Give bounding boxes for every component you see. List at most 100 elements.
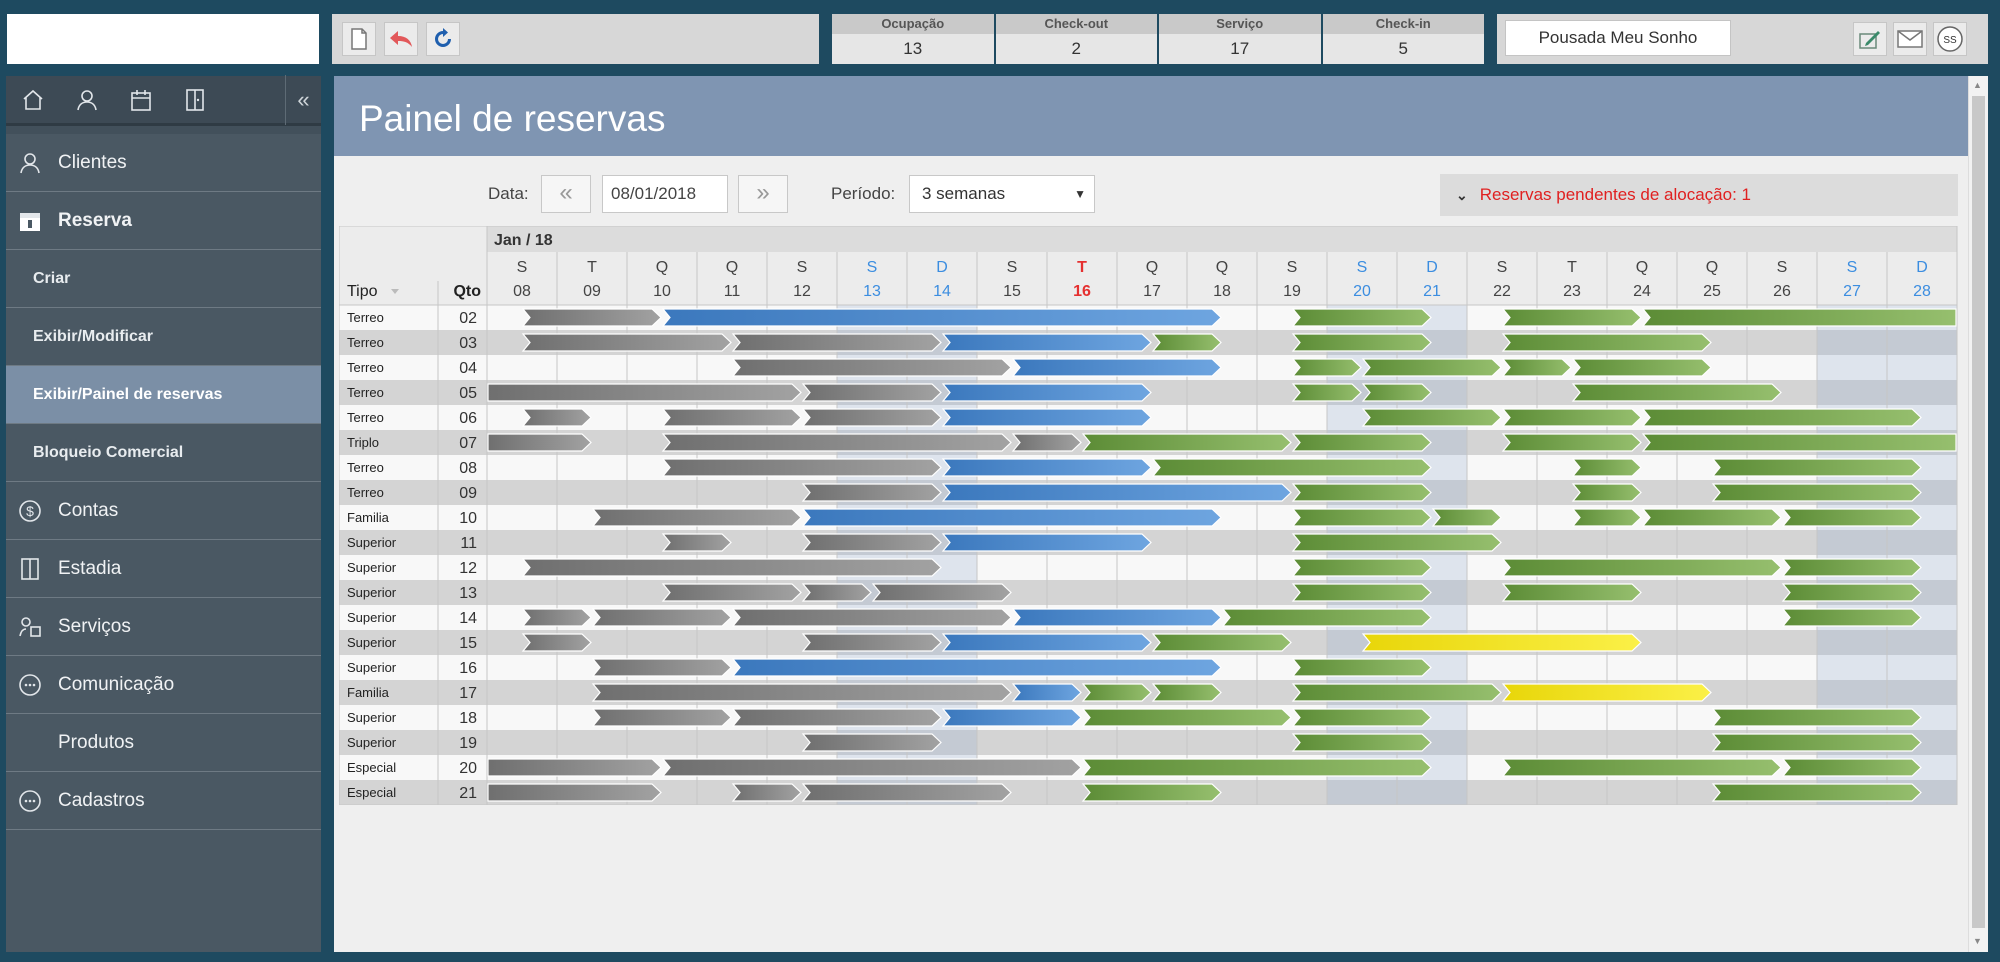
reservation-bar[interactable] <box>801 783 1012 802</box>
reservation-bar[interactable] <box>1571 383 1782 402</box>
calendar-icon[interactable] <box>114 75 168 125</box>
reservation-bar[interactable] <box>1571 483 1642 502</box>
reservation-bar[interactable] <box>1291 558 1432 577</box>
refresh-icon[interactable] <box>426 22 460 56</box>
reservation-bar[interactable] <box>1501 333 1712 352</box>
reservation-bar[interactable] <box>521 333 732 352</box>
reservation-bar[interactable] <box>1291 533 1502 552</box>
reservation-bar[interactable] <box>591 708 732 727</box>
reservation-bar[interactable] <box>591 508 802 527</box>
reservation-bar[interactable] <box>661 408 802 427</box>
reservation-bar[interactable] <box>1291 308 1432 327</box>
reservation-bar[interactable] <box>1361 408 1502 427</box>
reservation-bar[interactable] <box>801 733 942 752</box>
scrollbar[interactable]: ▲ ▼ <box>1968 76 1988 952</box>
reservation-bar[interactable] <box>1501 408 1642 427</box>
reservation-bar[interactable] <box>661 308 1222 327</box>
reservation-bar[interactable] <box>1781 758 1922 777</box>
reservation-bar[interactable] <box>941 408 1152 427</box>
reservation-bar[interactable] <box>801 383 942 402</box>
reservation-bar[interactable] <box>1011 608 1222 627</box>
reservation-bar[interactable] <box>1711 783 1922 802</box>
reservation-bar[interactable] <box>1781 558 1922 577</box>
reservation-bar[interactable] <box>1291 508 1432 527</box>
reservation-bar[interactable] <box>1501 308 1642 327</box>
menu-produtos[interactable]: Produtos <box>6 714 321 772</box>
reservation-bar[interactable] <box>1081 758 1432 777</box>
reservation-bar[interactable] <box>1151 458 1432 477</box>
reservation-bar[interactable] <box>731 658 1222 677</box>
reservation-bar[interactable] <box>731 358 1012 377</box>
reservation-bar[interactable] <box>1711 733 1922 752</box>
reservation-bar[interactable] <box>1501 758 1782 777</box>
reservation-bar[interactable] <box>1291 733 1432 752</box>
home-icon[interactable] <box>6 75 60 125</box>
reservation-bar[interactable] <box>487 433 592 452</box>
reservation-bar[interactable] <box>801 633 942 652</box>
reservation-bar[interactable] <box>1781 583 1922 602</box>
reservation-bar[interactable] <box>801 483 942 502</box>
menu-reserva[interactable]: Reserva <box>6 192 321 250</box>
reservation-bar[interactable] <box>1571 508 1642 527</box>
mail-icon[interactable] <box>1893 22 1927 56</box>
reservation-bar[interactable] <box>1291 683 1502 702</box>
menu-comunicacao[interactable]: Comunicação <box>6 656 321 714</box>
reservation-bar[interactable] <box>731 333 942 352</box>
user-avatar[interactable]: SS <box>1933 22 1967 56</box>
reservation-bar[interactable] <box>941 483 1292 502</box>
reservation-bar[interactable] <box>1571 458 1642 477</box>
edit-icon[interactable] <box>1853 22 1887 56</box>
reservation-bar[interactable] <box>1431 508 1502 527</box>
reservation-bar[interactable] <box>1291 583 1432 602</box>
reservation-bar[interactable] <box>1291 708 1432 727</box>
reservation-bar[interactable] <box>1781 608 1922 627</box>
reservation-bar[interactable] <box>1151 683 1222 702</box>
menu-exibir-modificar[interactable]: Exibir/Modificar <box>6 308 321 366</box>
door-icon[interactable] <box>168 75 222 125</box>
reservation-bar[interactable] <box>1081 433 1292 452</box>
menu-criar[interactable]: Criar <box>6 250 321 308</box>
reservation-bar[interactable] <box>1501 583 1642 602</box>
undo-icon[interactable] <box>384 22 418 56</box>
reservation-bar[interactable] <box>1641 408 1922 427</box>
reservation-bar[interactable] <box>1081 708 1292 727</box>
reservation-bar[interactable] <box>1571 358 1712 377</box>
reservation-bar[interactable] <box>1501 683 1712 702</box>
document-icon[interactable] <box>342 22 376 56</box>
scroll-down-icon[interactable]: ▼ <box>1973 936 1982 946</box>
menu-servicos[interactable]: Serviços <box>6 598 321 656</box>
reservation-bar[interactable] <box>1221 608 1432 627</box>
reservation-bar[interactable] <box>941 383 1152 402</box>
reservation-bar[interactable] <box>1011 683 1082 702</box>
reservation-bar[interactable] <box>521 558 942 577</box>
reservation-bar[interactable] <box>1081 783 1222 802</box>
menu-estadia[interactable]: Estadia <box>6 540 321 598</box>
scroll-up-icon[interactable]: ▲ <box>1973 80 1982 90</box>
reservation-bar[interactable] <box>941 533 1152 552</box>
reservation-bar[interactable] <box>521 308 662 327</box>
period-select[interactable]: 3 semanas ▼ <box>909 175 1095 213</box>
date-input[interactable]: 08/01/2018 <box>602 175 728 213</box>
reservation-bar[interactable] <box>1151 333 1222 352</box>
reservation-bar[interactable] <box>1011 358 1222 377</box>
reservation-bar[interactable] <box>1361 358 1502 377</box>
reservation-bar[interactable] <box>1291 358 1362 377</box>
pending-allocations[interactable]: ⌄ Reservas pendentes de alocação: 1 <box>1440 174 1958 216</box>
reservation-bar[interactable] <box>801 508 1222 527</box>
reservation-bar[interactable] <box>871 583 1012 602</box>
reservation-bar[interactable] <box>1641 508 1782 527</box>
reservation-bar[interactable] <box>1711 483 1922 502</box>
user-icon[interactable] <box>60 75 114 125</box>
reservation-bar[interactable] <box>591 683 1012 702</box>
reservation-bar[interactable] <box>591 608 732 627</box>
reservation-bar[interactable] <box>521 408 592 427</box>
reservation-bar[interactable] <box>1711 708 1922 727</box>
reservation-bar[interactable] <box>1781 508 1922 527</box>
next-period-button[interactable]: » <box>738 175 788 213</box>
menu-contas[interactable]: $ Contas <box>6 482 321 540</box>
reservation-bar[interactable] <box>1501 358 1572 377</box>
reservation-bar[interactable] <box>521 633 592 652</box>
reservation-bar[interactable] <box>801 533 942 552</box>
reservation-bar[interactable] <box>1711 458 1922 477</box>
reservation-bar[interactable] <box>661 458 942 477</box>
